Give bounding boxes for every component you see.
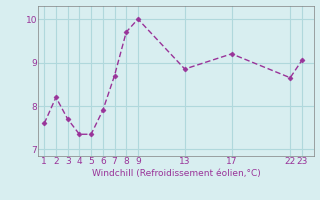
X-axis label: Windchill (Refroidissement éolien,°C): Windchill (Refroidissement éolien,°C) (92, 169, 260, 178)
